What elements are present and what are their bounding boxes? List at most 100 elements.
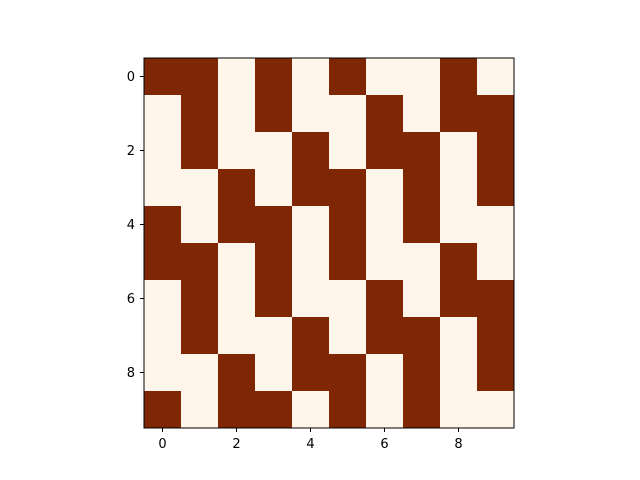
heatmap-cell [477,206,515,244]
heatmap-cell [366,169,404,207]
axes-frame [143,57,515,429]
heatmap-cell [218,280,256,318]
heatmap-cell [255,95,293,133]
heatmap-cell [366,243,404,281]
heatmap-cell [477,317,515,355]
heatmap-cell [181,206,219,244]
heatmap-cell [292,206,330,244]
heatmap-cell [366,280,404,318]
heatmap-cell [218,354,256,392]
heatmap-cell [366,132,404,170]
heatmap-cell [144,206,182,244]
heatmap-cell [255,243,293,281]
heatmap-cell [366,317,404,355]
heatmap-cell [181,169,219,207]
y-tick-label: 4 [127,218,135,233]
heatmap-cell [440,58,478,96]
heatmap-cell [292,169,330,207]
heatmap-cell [366,354,404,392]
heatmap-cell [440,206,478,244]
heatmap-cell [292,132,330,170]
heatmap-cell [292,243,330,281]
heatmap-cell [329,206,367,244]
heatmap-cell [255,354,293,392]
heatmap-cell [477,169,515,207]
heatmap-cell [144,95,182,133]
heatmap-cell [292,391,330,429]
heatmap-cell [329,95,367,133]
heatmap-cell [144,391,182,429]
x-tick-label: 2 [232,437,240,452]
heatmap-cell [403,169,441,207]
heatmap-cell [144,132,182,170]
heatmap-cell [329,354,367,392]
heatmap-cell [440,317,478,355]
heatmap-cell [144,169,182,207]
heatmap-cell [181,317,219,355]
heatmap-cell [292,354,330,392]
heatmap-cells [144,58,515,429]
heatmap-cell [403,243,441,281]
y-tick-label: 0 [127,70,135,85]
heatmap-cell [218,58,256,96]
heatmap-cell [329,169,367,207]
heatmap-cell [329,391,367,429]
heatmap-cell [440,132,478,170]
heatmap-cell [403,280,441,318]
heatmap-cell [366,206,404,244]
heatmap-cell [144,317,182,355]
heatmap-cell [440,354,478,392]
heatmap-cell [144,280,182,318]
heatmap-cell [440,391,478,429]
heatmap-cell [403,391,441,429]
x-tick-label: 6 [380,437,388,452]
heatmap-cell [255,169,293,207]
heatmap-cell [255,206,293,244]
heatmap-cell [440,243,478,281]
heatmap-cell [403,354,441,392]
heatmap-cell [218,206,256,244]
heatmap-cell [477,95,515,133]
heatmap-cell [181,95,219,133]
heatmap-cell [255,132,293,170]
heatmap-cell [329,317,367,355]
heatmap-cell [181,132,219,170]
heatmap-cell [477,280,515,318]
heatmap-cell [218,169,256,207]
heatmap-cell [403,317,441,355]
heatmap-cell [403,132,441,170]
heatmap-cell [477,132,515,170]
heatmap-cell [292,58,330,96]
y-tick-label: 8 [127,366,135,381]
heatmap-cell [181,391,219,429]
x-tick-label: 0 [158,437,166,452]
heatmap-cell [255,391,293,429]
heatmap-cell [292,317,330,355]
heatmap-cell [477,391,515,429]
heatmap-cell [292,280,330,318]
heatmap-cell [144,354,182,392]
heatmap-cell [292,95,330,133]
heatmap-cell [366,95,404,133]
heatmap-cell [181,58,219,96]
heatmap-cell [403,58,441,96]
heatmap-cell [477,354,515,392]
heatmap-cell [329,243,367,281]
heatmap-cell [218,243,256,281]
heatmap-cell [329,58,367,96]
heatmap-cell [329,280,367,318]
heatmap-cell [477,58,515,96]
x-tick-label: 4 [306,437,314,452]
heatmap-cell [255,317,293,355]
heatmap-cell [440,280,478,318]
heatmap-cell [477,243,515,281]
heatmap-cell [218,132,256,170]
heatmap-cell [181,280,219,318]
heatmap-cell [144,243,182,281]
heatmap-cell [255,280,293,318]
heatmap-cell [440,169,478,207]
heatmap-cell [218,95,256,133]
heatmap-cell [366,58,404,96]
heatmap-cell [440,95,478,133]
